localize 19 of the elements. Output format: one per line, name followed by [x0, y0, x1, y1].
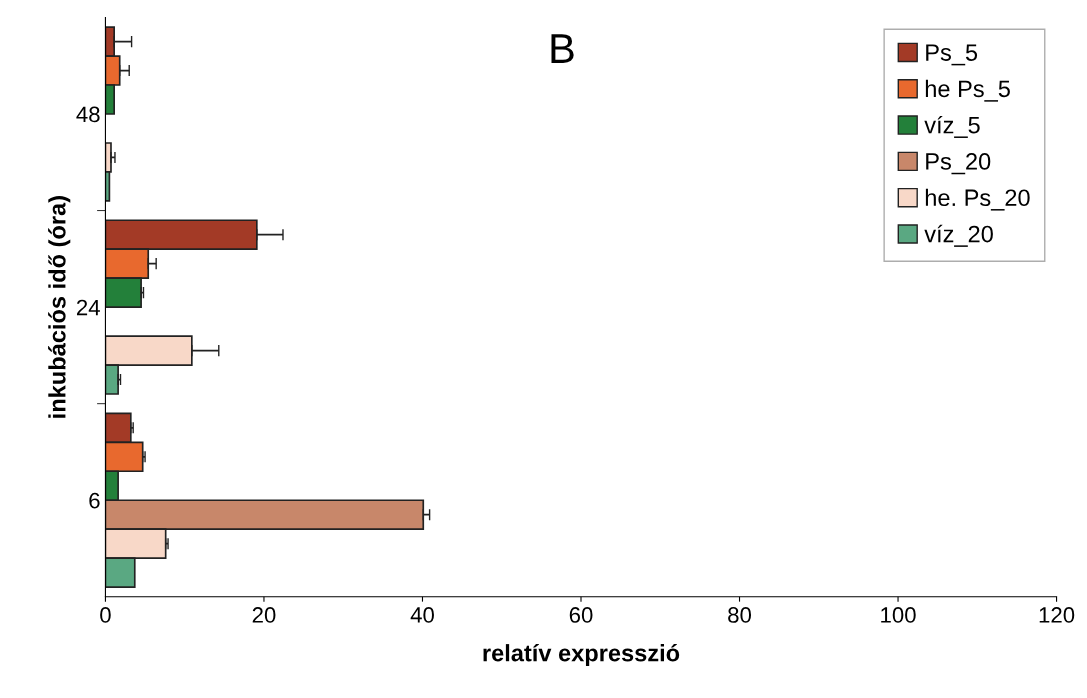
x-tick-label: 100: [881, 607, 916, 623]
legend-label: he Ps_5: [925, 79, 1010, 102]
chart-title: B: [551, 34, 574, 63]
legend-label: víz_20: [924, 224, 993, 247]
x-tick-label: 0: [100, 607, 111, 623]
x-tick-label: 120: [1039, 607, 1075, 623]
x-axis-title: relatív expresszió: [483, 643, 680, 667]
x-tick-label: 60: [569, 607, 593, 623]
x-tick-label: 40: [410, 607, 434, 623]
y-axis-title: inkubációs idő (óra): [48, 196, 71, 418]
y-tick-label: 6: [89, 492, 100, 509]
y-tick-label: 48: [76, 106, 100, 123]
x-tick-label: 20: [252, 607, 276, 623]
x-tick-label: 80: [728, 607, 752, 623]
y-tick-label: 24: [76, 299, 100, 316]
legend-label: Ps_20: [926, 153, 991, 175]
legend-label: he. Ps_20: [925, 188, 1030, 211]
legend-label: Ps_5: [926, 44, 978, 66]
legend-label: víz_5: [924, 115, 980, 138]
